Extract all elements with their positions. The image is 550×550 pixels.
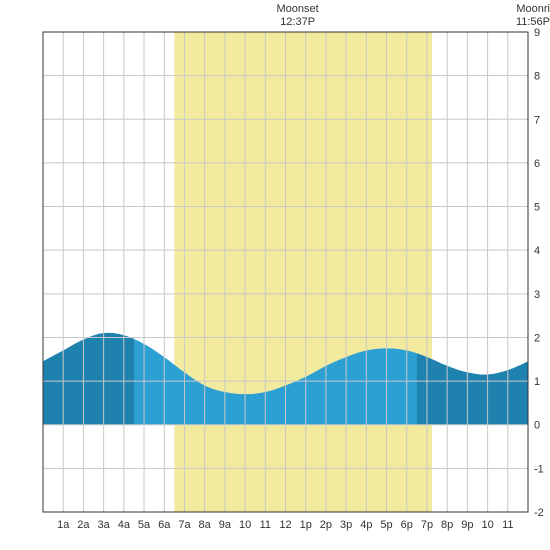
moonset-time: 12:37P: [268, 16, 328, 29]
svg-text:4a: 4a: [118, 519, 131, 531]
svg-text:10: 10: [239, 519, 251, 531]
svg-text:11: 11: [502, 519, 513, 531]
svg-text:1: 1: [534, 376, 540, 388]
svg-text:5a: 5a: [138, 519, 151, 531]
svg-text:-2: -2: [534, 507, 544, 519]
svg-text:2a: 2a: [77, 519, 90, 531]
svg-text:8p: 8p: [441, 519, 453, 531]
svg-text:-1: -1: [534, 463, 544, 475]
svg-text:0: 0: [534, 420, 540, 432]
svg-text:5p: 5p: [380, 519, 392, 531]
svg-text:8a: 8a: [199, 519, 212, 531]
svg-text:6: 6: [534, 158, 540, 170]
svg-text:7: 7: [534, 114, 540, 126]
svg-text:3: 3: [534, 289, 540, 301]
tide-chart: Moonset 12:37P Moonri 11:56P -2-10123456…: [0, 0, 550, 550]
svg-text:12: 12: [279, 519, 291, 531]
svg-text:2: 2: [534, 332, 540, 344]
svg-text:8: 8: [534, 71, 540, 83]
svg-text:6p: 6p: [401, 519, 413, 531]
svg-text:9a: 9a: [219, 519, 232, 531]
svg-text:6a: 6a: [158, 519, 171, 531]
svg-text:5: 5: [534, 202, 540, 214]
svg-text:4p: 4p: [360, 519, 372, 531]
svg-text:3a: 3a: [98, 519, 111, 531]
svg-text:11: 11: [260, 519, 271, 531]
svg-text:7p: 7p: [421, 519, 433, 531]
moonrise-annotation: Moonri 11:56P: [500, 3, 550, 29]
svg-text:1a: 1a: [57, 519, 70, 531]
svg-text:2p: 2p: [320, 519, 332, 531]
moonset-annotation: Moonset 12:37P: [268, 3, 328, 29]
svg-text:7a: 7a: [178, 519, 191, 531]
svg-text:9p: 9p: [461, 519, 473, 531]
moonset-title: Moonset: [268, 3, 328, 16]
svg-text:1p: 1p: [300, 519, 312, 531]
svg-text:4: 4: [534, 245, 540, 257]
svg-text:3p: 3p: [340, 519, 352, 531]
moonrise-time: 11:56P: [500, 16, 550, 29]
svg-text:10: 10: [481, 519, 493, 531]
chart-svg: -2-101234567891a2a3a4a5a6a7a8a9a1011121p…: [0, 0, 550, 550]
moonrise-title: Moonri: [500, 3, 550, 16]
